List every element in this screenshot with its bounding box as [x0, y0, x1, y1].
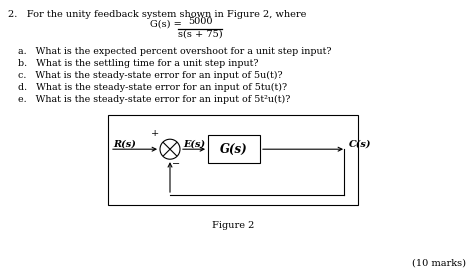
Text: G(s) =: G(s) = — [150, 20, 182, 29]
Text: (10 marks): (10 marks) — [412, 259, 466, 268]
Text: G(s): G(s) — [220, 143, 248, 156]
Text: −: − — [172, 160, 180, 169]
Text: s(s + 75): s(s + 75) — [178, 30, 222, 39]
Text: C(s): C(s) — [349, 139, 372, 148]
Bar — [108, 115, 358, 205]
Text: Figure 2: Figure 2 — [212, 221, 254, 230]
Text: 2.   For the unity feedback system shown in Figure 2, where: 2. For the unity feedback system shown i… — [8, 10, 306, 19]
Bar — [208, 135, 260, 163]
Text: +: + — [151, 129, 159, 138]
Text: d.   What is the steady-state error for an input of 5tu(t)?: d. What is the steady-state error for an… — [18, 83, 287, 92]
Text: 5000: 5000 — [188, 17, 212, 26]
Text: e.   What is the steady-state error for an input of 5t²u(t)?: e. What is the steady-state error for an… — [18, 95, 291, 104]
Text: c.   What is the steady-state error for an input of 5u(t)?: c. What is the steady-state error for an… — [18, 71, 283, 80]
Text: R(s): R(s) — [113, 139, 136, 148]
Text: E(s): E(s) — [183, 139, 205, 148]
Text: b.   What is the settling time for a unit step input?: b. What is the settling time for a unit … — [18, 59, 258, 68]
Text: a.   What is the expected percent overshoot for a unit step input?: a. What is the expected percent overshoo… — [18, 47, 331, 56]
